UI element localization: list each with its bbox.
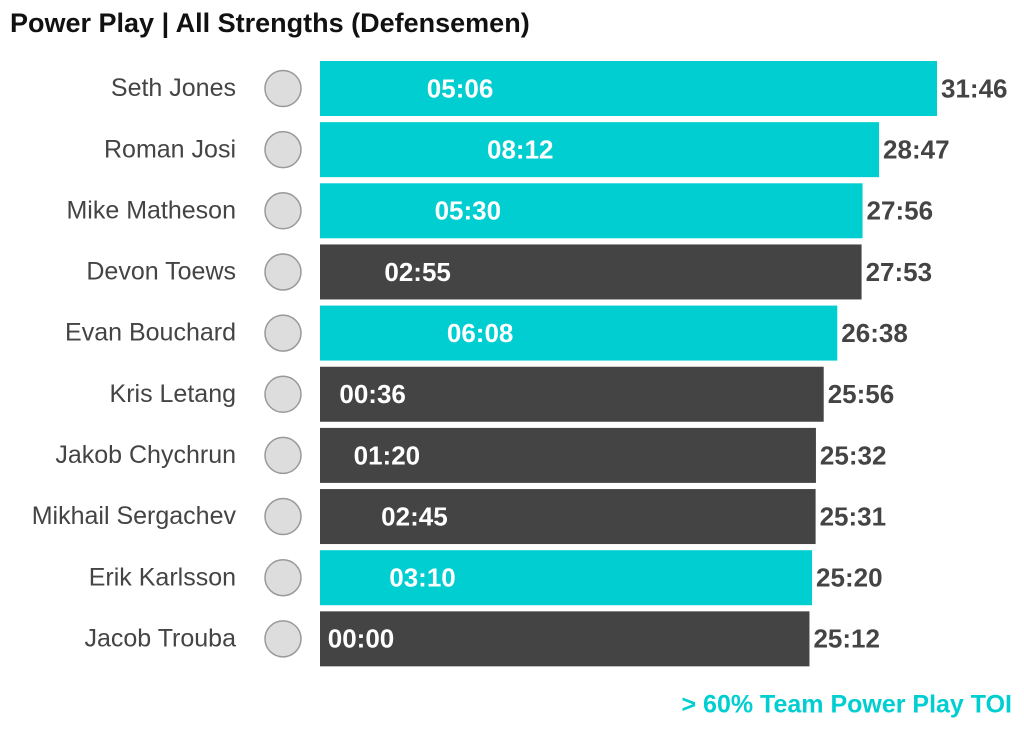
inner-value-label: 05:06 [427, 73, 494, 103]
team-logo [264, 436, 302, 475]
team-logo [264, 69, 302, 108]
category-label: Mikhail Sergachev [32, 502, 237, 530]
value-label: 31:46 [941, 73, 1008, 103]
inner-value-label: 02:45 [381, 501, 448, 531]
annotation: > 60% Team Power Play TOI [682, 691, 1012, 719]
team-logo [264, 314, 302, 352]
category-label: Kris Letang [110, 380, 236, 408]
value-label: 25:32 [820, 440, 887, 470]
team-logo [264, 620, 302, 658]
inner-value-label: 00:00 [328, 624, 395, 654]
bar [320, 305, 838, 361]
category-label: Erik Karlsson [89, 563, 236, 591]
value-label: 27:56 [867, 196, 934, 226]
team-logo [264, 192, 302, 230]
category-label: Mike Matheson [66, 196, 236, 224]
category-label: Jacob Trouba [85, 624, 237, 652]
bar [320, 550, 813, 606]
category-label: Roman Josi [104, 135, 236, 163]
value-label: 25:20 [816, 563, 883, 593]
inner-value-label: 06:08 [447, 318, 514, 348]
inner-value-label: 00:36 [339, 379, 406, 409]
chart-title: Power Play | All Strengths (Defensemen) [10, 8, 530, 38]
value-label: 26:38 [841, 318, 908, 348]
team-logo [264, 558, 302, 597]
bar [320, 122, 880, 178]
team-logo [264, 375, 302, 413]
value-label: 25:31 [820, 501, 887, 531]
inner-value-label: 01:20 [354, 440, 421, 470]
inner-value-label: 08:12 [487, 135, 554, 165]
category-label: Seth Jones [111, 74, 236, 102]
bar [320, 427, 816, 483]
bar [320, 366, 824, 422]
bar [320, 61, 937, 116]
category-label: Evan Bouchard [65, 319, 236, 347]
value-label: 27:53 [866, 257, 933, 287]
value-label: 25:12 [813, 624, 880, 654]
team-logo [264, 253, 302, 291]
bar [320, 183, 863, 239]
value-label: 28:47 [883, 135, 950, 165]
category-label: Jakob Chychrun [55, 441, 236, 469]
inner-value-label: 05:30 [435, 196, 502, 226]
value-label: 25:56 [828, 379, 895, 409]
inner-value-label: 02:55 [384, 257, 451, 287]
team-logo [264, 130, 302, 169]
bar [320, 489, 816, 545]
bar [320, 244, 862, 300]
inner-value-label: 03:10 [389, 563, 456, 593]
category-label: Devon Toews [86, 258, 236, 286]
bar [320, 611, 810, 667]
team-logo [264, 497, 302, 536]
